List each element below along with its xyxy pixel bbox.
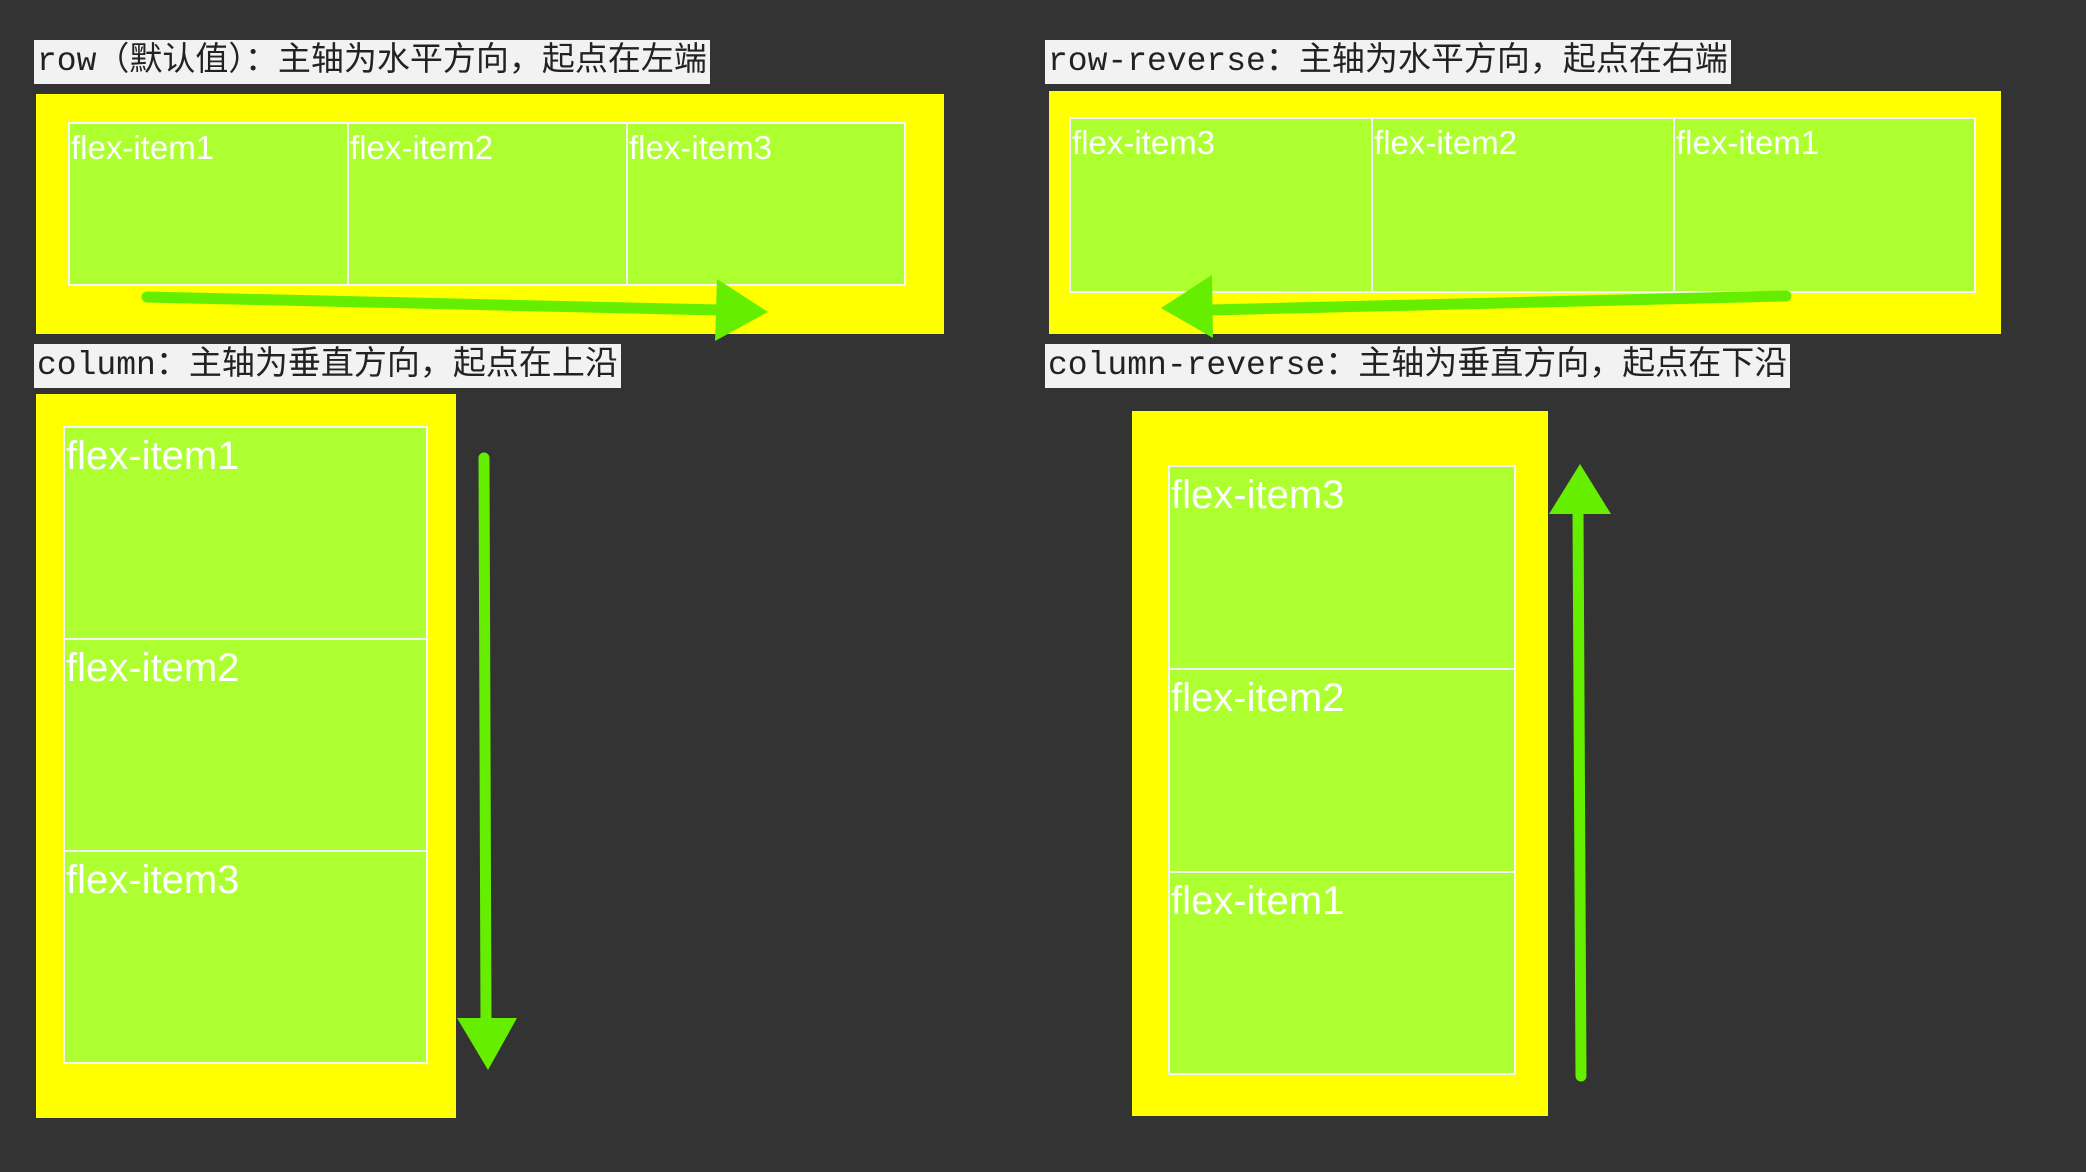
column-reverse-item-1: flex-item1: [1168, 871, 1516, 1075]
row-item-1: flex-item1: [68, 122, 349, 286]
row-container: flex-item1 flex-item2 flex-item3: [36, 94, 944, 334]
row-caption: row（默认值）：主轴为水平方向，起点在左端: [34, 40, 710, 84]
column-reverse-caption: column-reverse：主轴为垂直方向，起点在下沿: [1045, 344, 1791, 388]
column-reverse-item-2: flex-item2: [1168, 668, 1516, 873]
row-reverse-caption: row-reverse：主轴为水平方向，起点在右端: [1045, 40, 1731, 84]
column-item-2: flex-item2: [63, 638, 428, 852]
column-container: flex-item1 flex-item2 flex-item3: [36, 394, 456, 1118]
row-reverse-item-1: flex-item1: [1673, 117, 1976, 293]
row-reverse-container: flex-item3 flex-item2 flex-item1: [1049, 91, 2001, 334]
column-item-3: flex-item3: [63, 850, 428, 1064]
column-caption: column：主轴为垂直方向，起点在上沿: [34, 344, 621, 388]
row-reverse-item-2: flex-item2: [1371, 117, 1675, 293]
column-reverse-item-3: flex-item3: [1168, 465, 1516, 670]
column-item-1: flex-item1: [63, 426, 428, 640]
column-direction-arrow: [457, 452, 517, 1070]
row-reverse-item-3: flex-item3: [1069, 117, 1373, 293]
row-item-2: flex-item2: [347, 122, 628, 286]
row-item-3: flex-item3: [626, 122, 906, 286]
column-reverse-direction-arrow: [1549, 464, 1611, 1082]
column-reverse-container: flex-item3 flex-item2 flex-item1: [1132, 411, 1548, 1116]
